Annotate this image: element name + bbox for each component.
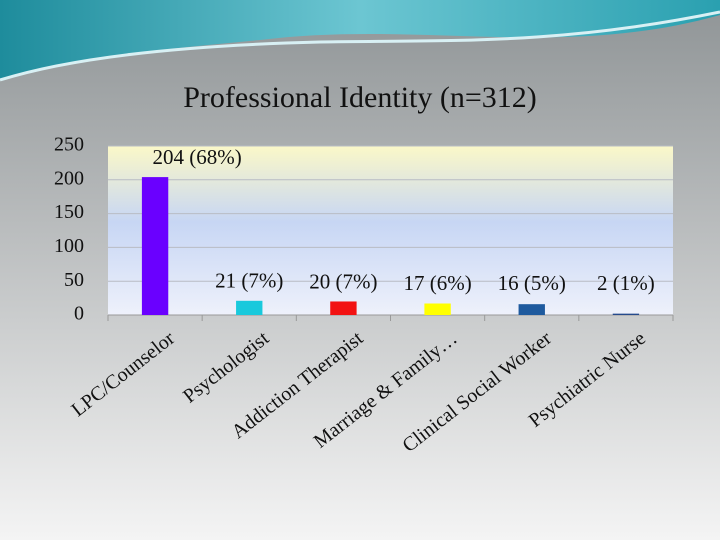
bar [141, 177, 169, 315]
bar [424, 303, 451, 315]
value-label: 21 (7%) [215, 269, 283, 293]
wave-line [0, 10, 720, 82]
wave [0, 0, 720, 80]
value-label: 16 (5%) [498, 271, 566, 295]
y-tick-label: 100 [54, 235, 84, 257]
bar [236, 300, 263, 315]
y-tick-label: 200 [54, 167, 84, 189]
y-tick-label: 0 [74, 303, 84, 325]
value-label: 20 (7%) [309, 269, 377, 293]
y-tick-label: 150 [54, 201, 84, 223]
plot-area [108, 146, 673, 315]
y-tick-label: 250 [54, 134, 84, 156]
bar [330, 301, 357, 315]
value-label: 204 (68%) [152, 145, 241, 169]
chart-title: Professional Identity (n=312) [183, 81, 537, 114]
bar [518, 304, 545, 315]
value-label: 2 (1%) [597, 271, 655, 295]
value-label: 17 (6%) [403, 271, 471, 295]
bar [612, 313, 640, 315]
y-tick-label: 50 [64, 269, 84, 291]
